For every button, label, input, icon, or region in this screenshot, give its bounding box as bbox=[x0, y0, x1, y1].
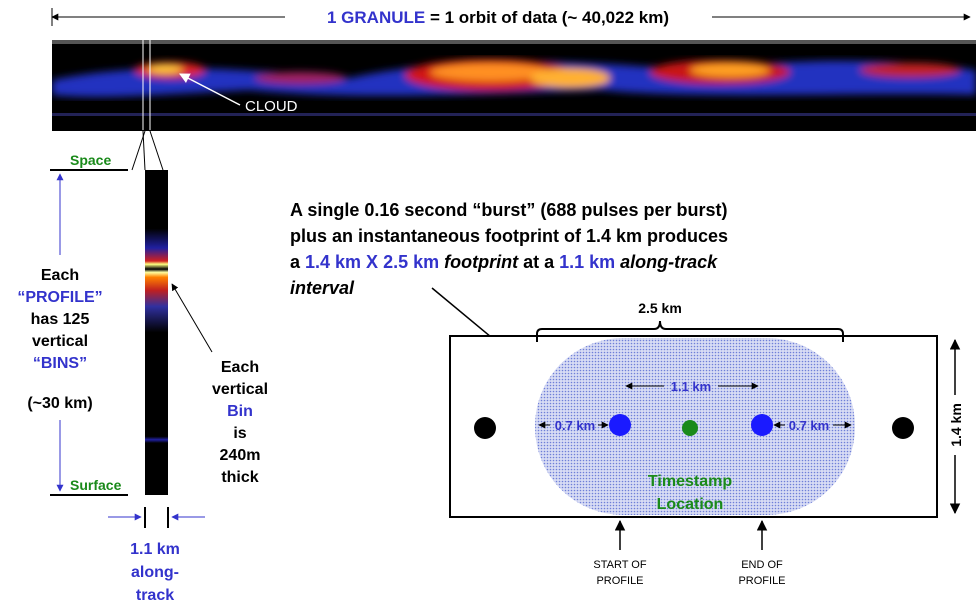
space-label: Space bbox=[70, 152, 111, 168]
bin-arrow bbox=[171, 283, 213, 353]
start-label: PROFILE bbox=[596, 575, 643, 587]
profile-text: has 125 bbox=[31, 311, 90, 328]
along-track-text: track bbox=[136, 587, 174, 604]
zoom-line bbox=[149, 130, 164, 171]
profile-text: vertical bbox=[32, 333, 88, 350]
profile-text: Each bbox=[41, 267, 79, 284]
bin-text: Bin bbox=[227, 403, 253, 420]
caption-part: at a bbox=[518, 252, 559, 272]
caption-line: A single 0.16 second “burst” (688 pulses… bbox=[290, 200, 727, 220]
granule-title: 1 GRANULE = 1 orbit of data (~ 40,022 km… bbox=[327, 8, 669, 27]
gap-label: 0.7 km bbox=[789, 418, 829, 433]
caption-part: 1.1 km bbox=[559, 252, 615, 272]
caption-part: 1.4 km X 2.5 km bbox=[305, 252, 439, 272]
neighbor-dot bbox=[892, 417, 914, 439]
caption-part: a bbox=[290, 252, 305, 272]
timestamp-dot bbox=[682, 420, 698, 436]
bin-text: Each bbox=[221, 359, 259, 376]
timestamp-label: Location bbox=[657, 496, 724, 513]
caption-line: plus an instantaneous footprint of 1.4 k… bbox=[290, 226, 728, 246]
caption-line: interval bbox=[290, 278, 355, 298]
profile-text: (~30 km) bbox=[27, 395, 92, 412]
profile-text: “PROFILE” bbox=[17, 289, 102, 306]
bin-text: 240m bbox=[220, 447, 261, 464]
caption-part: footprint bbox=[439, 252, 519, 272]
caption-part: along-track bbox=[615, 252, 718, 272]
cloud-arrow bbox=[179, 73, 241, 106]
cloud-label: CLOUD bbox=[245, 98, 298, 115]
granule-label: 1 GRANULE bbox=[327, 8, 425, 27]
neighbor-dot bbox=[474, 417, 496, 439]
gap-label: 0.7 km bbox=[555, 418, 595, 433]
timestamp-label: Timestamp bbox=[648, 473, 732, 490]
burst-dot bbox=[751, 414, 773, 436]
end-label: END OF bbox=[741, 559, 783, 571]
bin-text: is bbox=[233, 425, 246, 442]
start-label: START OF bbox=[593, 559, 646, 571]
along-track-text: along- bbox=[131, 564, 179, 581]
along-track-text: 1.1 km bbox=[130, 541, 180, 558]
profile-text: “BINS” bbox=[33, 355, 87, 372]
caption-line: a 1.4 km X 2.5 km footprint at a 1.1 km … bbox=[290, 252, 718, 272]
height-label: 1.4 km bbox=[948, 403, 964, 447]
width-bracket bbox=[536, 320, 844, 342]
zoom-line bbox=[131, 130, 146, 171]
end-label: PROFILE bbox=[738, 575, 785, 587]
granule-text: = 1 orbit of data (~ 40,022 km) bbox=[430, 8, 669, 27]
spacing-label: 1.1 km bbox=[671, 379, 711, 394]
bin-text: vertical bbox=[212, 381, 268, 398]
bin-text: thick bbox=[221, 469, 258, 486]
burst-dot bbox=[609, 414, 631, 436]
surface-label: Surface bbox=[70, 477, 122, 493]
radar-strip bbox=[52, 40, 976, 131]
profile-column bbox=[145, 170, 168, 495]
width-label: 2.5 km bbox=[638, 300, 682, 316]
